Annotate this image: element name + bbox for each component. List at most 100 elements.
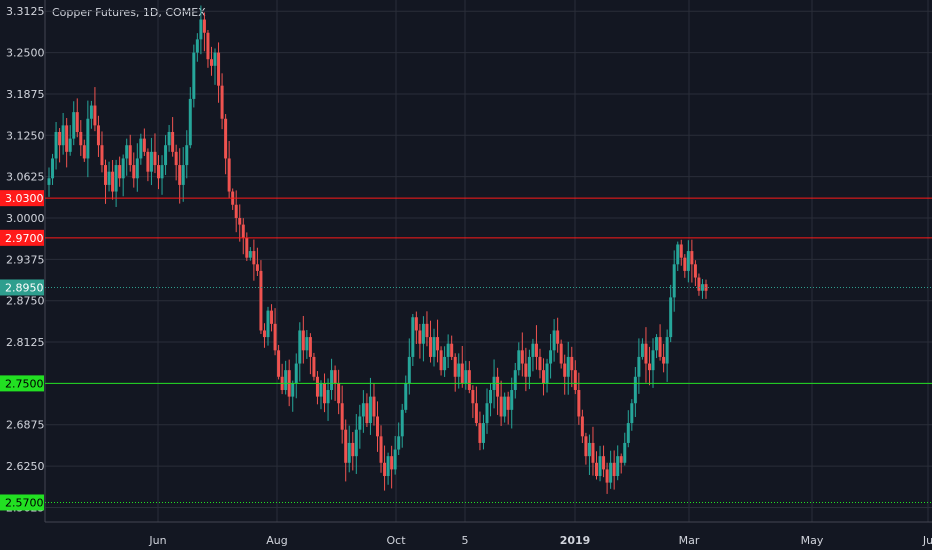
- candle-down: [220, 85, 224, 119]
- candle-up: [199, 19, 203, 40]
- candle-up: [609, 462, 613, 483]
- candle-up: [517, 350, 521, 371]
- candle-down: [234, 204, 238, 218]
- level-label-bg: [0, 375, 44, 392]
- candle-down: [146, 151, 150, 172]
- candle-up: [72, 112, 76, 139]
- candle-down: [693, 264, 697, 278]
- y-tick-label: 3.0625: [6, 171, 45, 184]
- y-tick-label: 2.6250: [6, 460, 45, 473]
- candle-down: [379, 436, 383, 463]
- candle-down: [301, 330, 305, 351]
- candle-down: [241, 224, 245, 238]
- candle-up: [407, 356, 411, 384]
- candle-down: [118, 165, 122, 179]
- candle-down: [584, 436, 588, 457]
- candle-down: [542, 370, 546, 384]
- candle-down: [662, 356, 666, 364]
- candle-down: [602, 456, 606, 470]
- candle-up: [125, 145, 129, 159]
- candle-up: [248, 251, 252, 258]
- candle-down: [238, 217, 242, 225]
- level-label-bg: [0, 494, 44, 511]
- candle-down: [559, 343, 563, 364]
- candle-down: [697, 277, 701, 291]
- candle-up: [397, 436, 401, 450]
- candle-up: [213, 52, 217, 66]
- candle-up: [393, 449, 397, 470]
- candle-up: [598, 456, 602, 477]
- y-tick-label: 2.8125: [6, 336, 45, 349]
- candle-down: [315, 376, 319, 397]
- candle-up: [266, 310, 270, 338]
- candle-down: [308, 337, 312, 357]
- candle-down: [259, 270, 263, 331]
- candle-down: [704, 284, 708, 291]
- candle-down: [471, 390, 475, 404]
- candle-up: [457, 363, 461, 377]
- candle-down: [580, 416, 584, 437]
- candle-up: [89, 105, 93, 119]
- x-tick-label: 5: [462, 534, 469, 547]
- candle-down: [372, 396, 376, 417]
- candle-up: [485, 403, 489, 424]
- y-tick-label: 3.1875: [6, 88, 45, 101]
- y-tick-label: 3.3125: [6, 5, 45, 18]
- candle-up: [481, 423, 485, 443]
- candle-down: [612, 462, 616, 477]
- candle-up: [160, 165, 164, 179]
- candle-down: [323, 383, 327, 404]
- candle-up: [513, 370, 517, 391]
- candle-up: [630, 403, 634, 424]
- candle-down: [337, 383, 341, 404]
- candle-down: [100, 145, 104, 166]
- candle-up: [107, 171, 111, 185]
- candle-up: [188, 98, 192, 146]
- candle-up: [368, 396, 372, 424]
- candle-up: [686, 251, 690, 271]
- candle-down: [591, 442, 595, 463]
- candle-up: [294, 363, 298, 384]
- candle-up: [676, 244, 680, 265]
- candle-up: [527, 356, 531, 377]
- candle-down: [227, 158, 231, 192]
- candle-up: [404, 383, 408, 410]
- candle-up: [139, 138, 143, 159]
- candle-up: [443, 356, 447, 371]
- y-tick-label: 2.6875: [6, 419, 45, 432]
- candle-down: [520, 350, 524, 364]
- x-tick-label: Aug: [266, 534, 287, 547]
- level-label-bg: [0, 229, 44, 246]
- candle-up: [319, 383, 323, 397]
- candle-up: [291, 383, 295, 397]
- candle-up: [489, 390, 493, 404]
- candle-down: [171, 131, 175, 152]
- candle-down: [467, 370, 471, 391]
- candle-down: [563, 363, 567, 377]
- candle-up: [121, 158, 125, 179]
- candle-down: [365, 403, 369, 424]
- candle-down: [428, 337, 432, 357]
- candle-up: [633, 376, 637, 404]
- candle-up: [54, 131, 58, 159]
- candle-down: [577, 390, 581, 417]
- candle-up: [164, 145, 168, 166]
- candle-down: [460, 363, 464, 384]
- candle-down: [478, 423, 482, 443]
- x-tick-label: 2019: [560, 534, 591, 547]
- candle-up: [347, 442, 351, 463]
- y-tick-label: 3.2500: [6, 47, 45, 60]
- candle-down: [270, 310, 274, 324]
- candle-up: [354, 429, 358, 457]
- candle-up: [149, 151, 153, 172]
- candle-down: [418, 330, 422, 344]
- candle-up: [326, 390, 330, 404]
- x-tick-label: Jun: [148, 534, 166, 547]
- candle-down: [679, 244, 683, 258]
- candle-up: [61, 125, 65, 146]
- candle-down: [255, 264, 259, 271]
- candle-down: [340, 403, 344, 430]
- candle-up: [510, 390, 514, 410]
- candle-up: [651, 350, 655, 371]
- candle-down: [474, 403, 478, 424]
